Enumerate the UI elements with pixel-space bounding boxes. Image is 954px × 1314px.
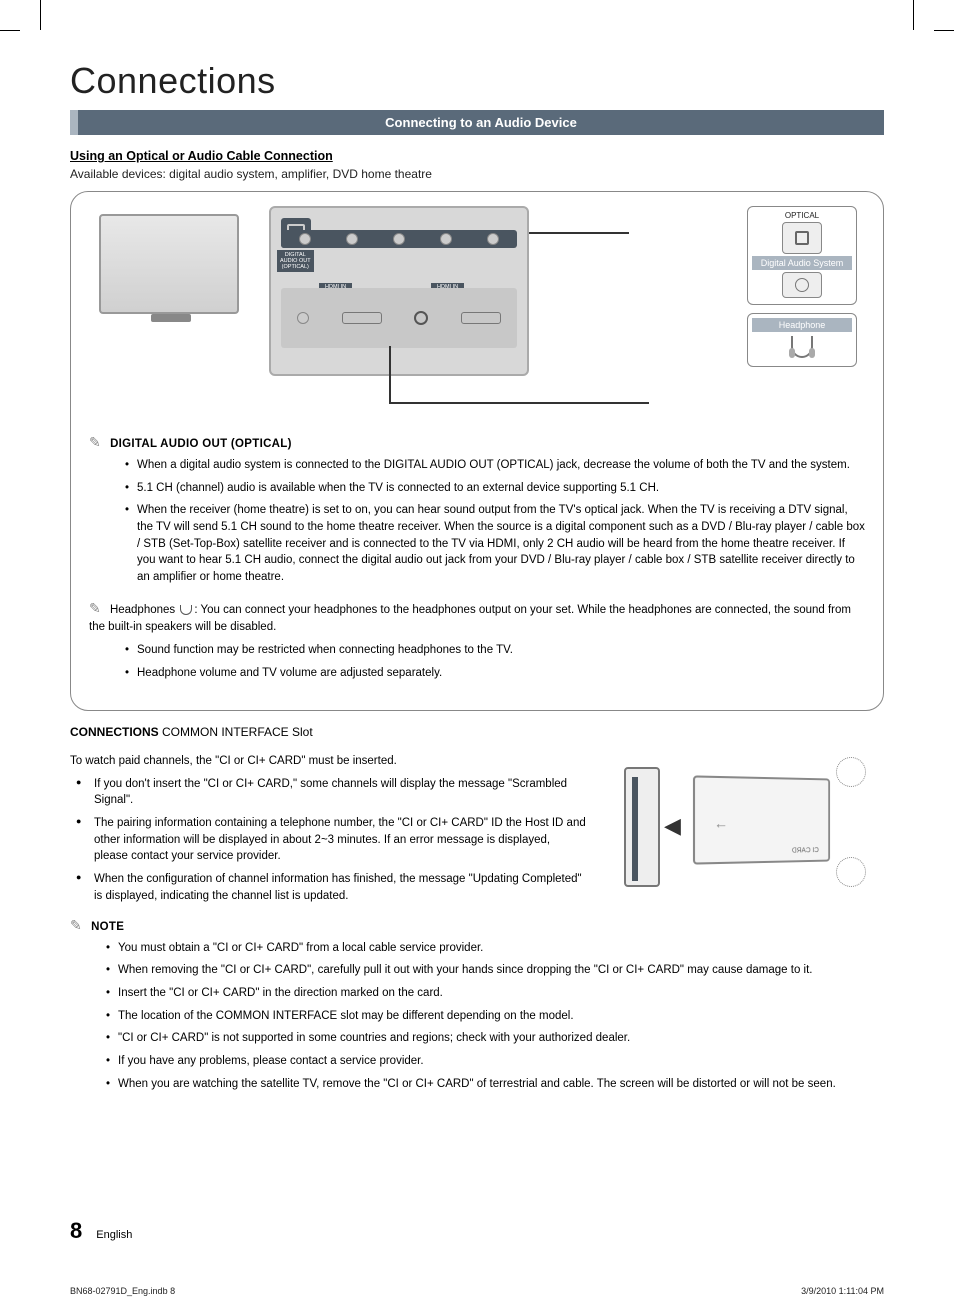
optical-device-card: OPTICAL Digital Audio System bbox=[747, 206, 857, 305]
headphone-port-icon bbox=[414, 311, 428, 325]
note-icon: ✎ bbox=[70, 917, 82, 933]
optical-port-label: DIGITALAUDIO OUT(OPTICAL) bbox=[277, 250, 314, 272]
dao-note-row: ✎ DIGITAL AUDIO OUT (OPTICAL) bbox=[89, 434, 865, 451]
list-item: When removing the "CI or CI+ CARD", care… bbox=[106, 962, 884, 979]
hdmi-port-icon bbox=[461, 312, 501, 324]
note-bullet-list: You must obtain a "CI or CI+ CARD" from … bbox=[106, 940, 884, 1093]
list-item: The location of the COMMON INTERFACE slo… bbox=[106, 1008, 884, 1025]
hdmi-strip bbox=[281, 288, 517, 348]
port-icon bbox=[299, 233, 311, 245]
detail-circle-icon bbox=[836, 757, 866, 787]
note-row: ✎ NOTE bbox=[70, 917, 884, 934]
headphone-device-card: Headphone bbox=[747, 313, 857, 367]
note-heading: NOTE bbox=[91, 921, 124, 933]
common-interface-heading: CONNECTIONS COMMON INTERFACE Slot bbox=[70, 725, 884, 739]
port-icon bbox=[440, 233, 452, 245]
list-item: The pairing information containing a tel… bbox=[76, 815, 586, 865]
das-label: Digital Audio System bbox=[752, 256, 852, 270]
ci-slot-icon bbox=[624, 767, 660, 887]
headphone-label: Headphone bbox=[752, 318, 852, 332]
list-item: Sound function may be restricted when co… bbox=[125, 642, 865, 659]
port-icon bbox=[487, 233, 499, 245]
headphone-cable bbox=[389, 346, 391, 404]
ci-text-column: To watch paid channels, the "CI or CI+ C… bbox=[70, 747, 586, 917]
detail-circle-icon bbox=[836, 857, 866, 887]
page-number: 8 bbox=[70, 1218, 82, 1244]
arrow-icon: ← bbox=[714, 814, 728, 830]
ci-bullet-list: If you don't insert the "CI or CI+ CARD,… bbox=[76, 776, 586, 905]
hdmi-port-icon bbox=[342, 312, 382, 324]
optical-icon bbox=[782, 222, 822, 254]
language-label: English bbox=[96, 1229, 132, 1241]
list-item: 5.1 CH (channel) audio is available when… bbox=[125, 480, 865, 497]
list-item: When the configuration of channel inform… bbox=[76, 871, 586, 904]
headphone-paragraph: ✎ Headphones : You can connect your head… bbox=[89, 598, 865, 637]
port-icon bbox=[393, 233, 405, 245]
headphone-cable bbox=[389, 402, 649, 404]
page-title: Connections bbox=[70, 60, 884, 102]
manual-page: Connections Connecting to an Audio Devic… bbox=[0, 0, 954, 1314]
note-icon: ✎ bbox=[89, 600, 101, 616]
ci-intro: To watch paid channels, the "CI or CI+ C… bbox=[70, 753, 586, 770]
list-item: When a digital audio system is connected… bbox=[125, 457, 865, 474]
crop-mark bbox=[934, 30, 954, 31]
ci-card-text: CI CARD bbox=[792, 847, 819, 854]
list-item: Headphone volume and TV volume are adjus… bbox=[125, 665, 865, 682]
port-icon bbox=[297, 312, 309, 324]
list-item: When the receiver (home theatre) is set … bbox=[125, 502, 865, 585]
connection-diagram-box: DIGITALAUDIO OUT(OPTICAL) HDMI IN HDMI I… bbox=[70, 191, 884, 711]
common-interface-section: To watch paid channels, the "CI or CI+ C… bbox=[70, 747, 884, 917]
hp-text-pre: Headphones bbox=[110, 604, 178, 616]
list-item: You must obtain a "CI or CI+ CARD" from … bbox=[106, 940, 884, 957]
component-strip bbox=[281, 230, 517, 248]
headphone-bullet-list: Sound function may be restricted when co… bbox=[125, 642, 865, 681]
dao-bullet-list: When a digital audio system is connected… bbox=[125, 457, 865, 586]
section-heading-bar: Connecting to an Audio Device bbox=[70, 110, 884, 135]
side-devices: OPTICAL Digital Audio System Headphone bbox=[747, 206, 857, 367]
hp-text-post: : You can connect your headphones to the… bbox=[89, 604, 851, 633]
ci-card-diagram: ◀ CI CARD ← bbox=[604, 747, 884, 917]
print-meta: BN68-02791D_Eng.indb 8 3/9/2010 1:11:04 … bbox=[70, 1286, 884, 1296]
doc-filename: BN68-02791D_Eng.indb 8 bbox=[70, 1286, 175, 1296]
tv-icon bbox=[99, 214, 239, 314]
tv-backpanel: DIGITALAUDIO OUT(OPTICAL) HDMI IN HDMI I… bbox=[269, 206, 529, 376]
page-footer: 8 English bbox=[70, 1218, 884, 1244]
list-item: "CI or CI+ CARD" is not supported in som… bbox=[106, 1030, 884, 1047]
list-item: When you are watching the satellite TV, … bbox=[106, 1076, 884, 1093]
ci-heading-rest: COMMON INTERFACE Slot bbox=[159, 725, 313, 739]
optical-cable bbox=[529, 232, 629, 234]
dao-heading: DIGITAL AUDIO OUT (OPTICAL) bbox=[110, 438, 292, 450]
subsection-heading: Using an Optical or Audio Cable Connecti… bbox=[70, 149, 884, 163]
print-timestamp: 3/9/2010 1:11:04 PM bbox=[801, 1286, 884, 1296]
crop-mark bbox=[0, 30, 20, 31]
arrow-icon: ◀ bbox=[664, 813, 681, 839]
connection-diagram: DIGITALAUDIO OUT(OPTICAL) HDMI IN HDMI I… bbox=[89, 206, 865, 426]
optical-label: OPTICAL bbox=[752, 211, 852, 220]
headphone-icon bbox=[791, 336, 813, 358]
speaker-icon bbox=[782, 272, 822, 298]
list-item: If you don't insert the "CI or CI+ CARD,… bbox=[76, 776, 586, 809]
headphone-icon bbox=[180, 605, 192, 615]
subsection-description: Available devices: digital audio system,… bbox=[70, 167, 884, 181]
note-icon: ✎ bbox=[89, 434, 101, 450]
list-item: Insert the "CI or CI+ CARD" in the direc… bbox=[106, 985, 884, 1002]
crop-mark bbox=[884, 0, 914, 30]
ci-card-icon: CI CARD ← bbox=[693, 775, 830, 864]
port-icon bbox=[346, 233, 358, 245]
ci-heading-bold: CONNECTIONS bbox=[70, 725, 159, 739]
crop-mark bbox=[40, 0, 70, 30]
list-item: If you have any problems, please contact… bbox=[106, 1053, 884, 1070]
